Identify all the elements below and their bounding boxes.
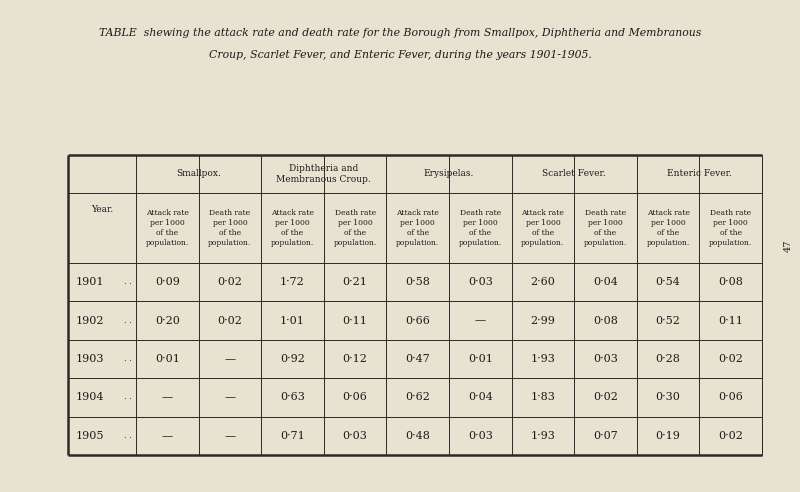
Text: 2·60: 2·60: [530, 277, 555, 287]
Text: . .: . .: [124, 355, 132, 363]
Text: 0·62: 0·62: [406, 393, 430, 402]
Text: 0·01: 0·01: [468, 354, 493, 364]
Text: TABLE  shewing the attack rate and death rate for the Borough from Smallpox, Dip: TABLE shewing the attack rate and death …: [99, 28, 701, 38]
Text: 0·08: 0·08: [718, 277, 743, 287]
Text: 0·52: 0·52: [656, 315, 681, 326]
Text: 1904: 1904: [76, 393, 105, 402]
Text: 0·03: 0·03: [342, 431, 367, 441]
Text: 0·71: 0·71: [280, 431, 305, 441]
Text: 0·09: 0·09: [155, 277, 180, 287]
Text: Attack rate
per 1000
of the
population.: Attack rate per 1000 of the population.: [396, 209, 439, 246]
Text: 0·04: 0·04: [593, 277, 618, 287]
Text: 0·02: 0·02: [218, 277, 242, 287]
Text: 0·11: 0·11: [342, 315, 367, 326]
Text: . .: . .: [124, 394, 132, 401]
Text: . .: . .: [124, 316, 132, 325]
Text: 1·93: 1·93: [530, 431, 555, 441]
Text: Death rate
per 1000
of the
population.: Death rate per 1000 of the population.: [208, 209, 251, 246]
Text: 0·48: 0·48: [406, 431, 430, 441]
Text: Death rate
per 1000
of the
population.: Death rate per 1000 of the population.: [709, 209, 752, 246]
Text: 0·02: 0·02: [593, 393, 618, 402]
Text: 1903: 1903: [76, 354, 105, 364]
Text: Erysipelas.: Erysipelas.: [424, 170, 474, 179]
Text: 0·92: 0·92: [280, 354, 305, 364]
Text: 0·03: 0·03: [593, 354, 618, 364]
Text: —: —: [162, 393, 173, 402]
Text: 2·99: 2·99: [530, 315, 555, 326]
Text: —: —: [224, 431, 235, 441]
Text: 0·02: 0·02: [218, 315, 242, 326]
Text: 0·20: 0·20: [155, 315, 180, 326]
Text: 0·06: 0·06: [342, 393, 367, 402]
Text: 0·01: 0·01: [155, 354, 180, 364]
Text: 0·03: 0·03: [468, 431, 493, 441]
Text: 0·12: 0·12: [342, 354, 367, 364]
Text: 0·28: 0·28: [656, 354, 681, 364]
Text: Year.: Year.: [91, 205, 113, 214]
Text: Attack rate
per 1000
of the
population.: Attack rate per 1000 of the population.: [271, 209, 314, 246]
Text: Attack rate
per 1000
of the
population.: Attack rate per 1000 of the population.: [522, 209, 565, 246]
Text: Death rate
per 1000
of the
population.: Death rate per 1000 of the population.: [334, 209, 377, 246]
Text: Scarlet Fever.: Scarlet Fever.: [542, 170, 606, 179]
Text: . .: . .: [124, 432, 132, 440]
Text: 0·03: 0·03: [468, 277, 493, 287]
Text: 0·19: 0·19: [656, 431, 681, 441]
Text: 0·21: 0·21: [342, 277, 367, 287]
Text: 0·02: 0·02: [718, 354, 743, 364]
Text: Death rate
per 1000
of the
population.: Death rate per 1000 of the population.: [458, 209, 502, 246]
Text: 0·54: 0·54: [656, 277, 681, 287]
Text: 1·72: 1·72: [280, 277, 305, 287]
Text: 0·30: 0·30: [656, 393, 681, 402]
Text: 0·58: 0·58: [406, 277, 430, 287]
Text: Attack rate
per 1000
of the
population.: Attack rate per 1000 of the population.: [646, 209, 690, 246]
Text: Enteric Fever.: Enteric Fever.: [667, 170, 732, 179]
Text: 1·01: 1·01: [280, 315, 305, 326]
Text: 0·63: 0·63: [280, 393, 305, 402]
Text: 0·07: 0·07: [593, 431, 618, 441]
Text: —: —: [224, 354, 235, 364]
Text: 1·83: 1·83: [530, 393, 555, 402]
Text: —: —: [224, 393, 235, 402]
Text: Attack rate
per 1000
of the
population.: Attack rate per 1000 of the population.: [146, 209, 189, 246]
Text: 1901: 1901: [76, 277, 105, 287]
Text: —: —: [162, 431, 173, 441]
Text: 0·08: 0·08: [593, 315, 618, 326]
Text: 0·11: 0·11: [718, 315, 743, 326]
Text: 47: 47: [783, 240, 793, 252]
Text: 1902: 1902: [76, 315, 105, 326]
Text: Smallpox.: Smallpox.: [176, 170, 221, 179]
Text: 0·66: 0·66: [406, 315, 430, 326]
Text: Death rate
per 1000
of the
population.: Death rate per 1000 of the population.: [584, 209, 627, 246]
Text: 0·02: 0·02: [718, 431, 743, 441]
Text: . .: . .: [124, 278, 132, 286]
Text: 1·93: 1·93: [530, 354, 555, 364]
Text: Croup, Scarlet Fever, and Enteric Fever, during the years 1901-1905.: Croup, Scarlet Fever, and Enteric Fever,…: [209, 50, 591, 60]
Text: 0·47: 0·47: [406, 354, 430, 364]
Text: 0·06: 0·06: [718, 393, 743, 402]
Text: —: —: [474, 315, 486, 326]
Text: 0·04: 0·04: [468, 393, 493, 402]
Text: Diphtheria and
Membranous Croup.: Diphtheria and Membranous Croup.: [277, 164, 371, 184]
Text: 1905: 1905: [76, 431, 105, 441]
